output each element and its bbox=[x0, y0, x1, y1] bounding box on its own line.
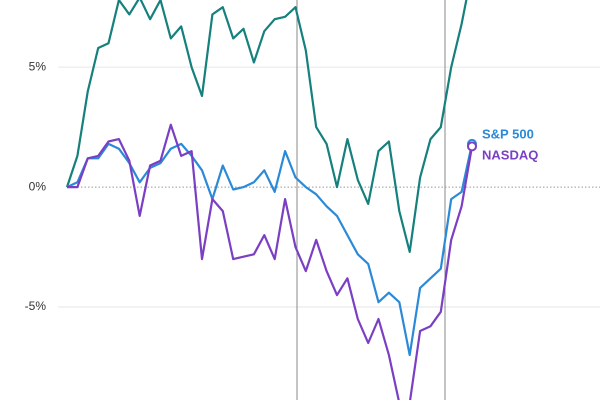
series bbox=[65, 0, 477, 400]
line-series bbox=[66, 142, 474, 357]
grid bbox=[58, 66, 600, 308]
y-tick-label: 0% bbox=[29, 179, 47, 193]
legend-label: S&P 500 bbox=[482, 126, 534, 141]
y-tick-label: 5% bbox=[29, 59, 47, 73]
line-series bbox=[67, 123, 474, 400]
y-tick-label: -5% bbox=[25, 299, 47, 313]
labels: -5% 0% 5% S&P 500 NASDAQ bbox=[25, 59, 539, 313]
end-point bbox=[467, 141, 477, 152]
line-series bbox=[65, 0, 468, 253]
legend-label: NASDAQ bbox=[482, 147, 538, 162]
